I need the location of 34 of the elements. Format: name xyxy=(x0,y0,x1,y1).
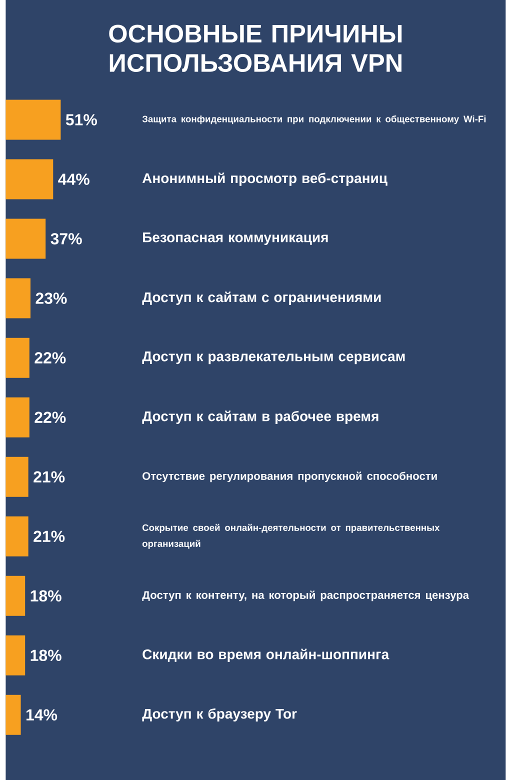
y-tick-label: Доступ к сайтам с ограничениями xyxy=(142,292,381,305)
bar xyxy=(6,100,61,140)
data-label: 14% xyxy=(26,709,58,721)
bar xyxy=(6,397,30,438)
bar xyxy=(6,338,30,378)
y-tick-label: Доступ к развлекательным сервисам xyxy=(142,352,405,364)
data-label: 21% xyxy=(34,471,65,482)
bar xyxy=(6,278,31,318)
y-tick-label: Отсутствие регулирования пропускной способности xyxy=(142,472,438,482)
y-tick-label: Скидки во время онлайн-шоппинга xyxy=(142,648,390,662)
text: ОСНОВНЫЕ ПРИЧИНЫ ИСПОЛЬЗОВАНИЯ VPN xyxy=(109,24,402,72)
y-tick-label: Доступ к сайтам в рабочее время xyxy=(142,410,378,424)
bar xyxy=(6,516,29,556)
data-label: 23% xyxy=(36,292,68,304)
data-label: 18% xyxy=(31,590,62,602)
y-tick-label: Сокрытие своей онлайн-деятельности от правительственных организаций xyxy=(142,524,440,549)
y-tick-label: Защита конфиденциальности при подключении к общественному Wi-Fi xyxy=(142,115,486,124)
data-label: 22% xyxy=(34,412,66,423)
bar xyxy=(6,635,26,676)
data-label: 22% xyxy=(34,352,66,364)
bar xyxy=(6,218,46,259)
bar xyxy=(6,159,54,200)
y-tick-label: Безопасная коммуникация xyxy=(143,232,328,246)
bar xyxy=(6,456,29,497)
data-label: 21% xyxy=(34,530,65,542)
data-label: 51% xyxy=(66,114,98,126)
y-tick-label: Анонимный просмотр веб-страниц xyxy=(142,172,388,186)
y-tick-label: Доступ к контенту, на который распространяется цензура xyxy=(142,590,470,602)
data-label: 37% xyxy=(50,233,82,244)
y-tick-label: Доступ к браузеру Tor xyxy=(142,708,298,722)
bar xyxy=(6,694,22,735)
bar xyxy=(6,576,26,616)
data-label: 18% xyxy=(31,650,62,662)
data-label: 44% xyxy=(58,174,90,185)
